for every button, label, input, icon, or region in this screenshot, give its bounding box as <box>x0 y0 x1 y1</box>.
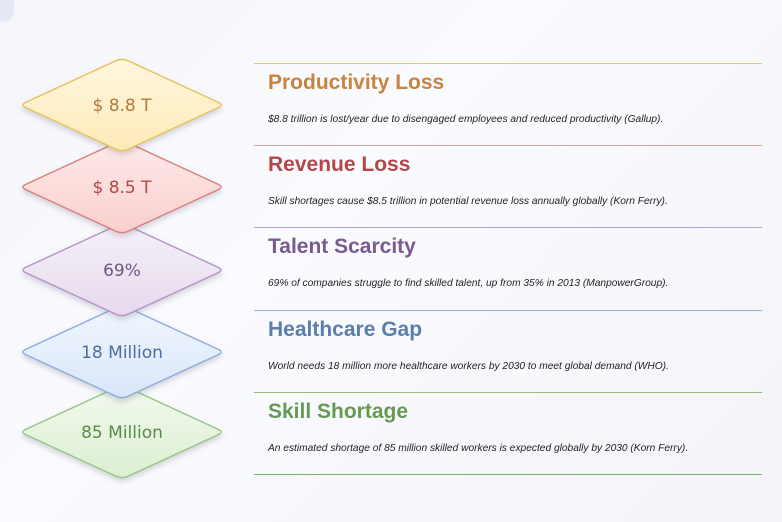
stat-row: Revenue Loss Skill shortages cause $8.5 t… <box>254 145 762 228</box>
divider-rule <box>254 63 762 64</box>
diamond-stack: 85 Million 18 Million 69% $ 8.5 T $ 8.8 T <box>22 58 222 479</box>
stat-row: Skill Shortage An estimated shortage of 8… <box>254 392 762 475</box>
diamond-value: 69% <box>103 261 141 281</box>
diamond-value: 85 Million <box>81 423 163 443</box>
divider-rule <box>254 227 762 228</box>
stat-description: An estimated shortage of 85 million skil… <box>268 443 689 454</box>
stat-row: Productivity Loss $8.8 trillion is lost/y… <box>254 63 762 146</box>
stat-title: Talent Scarcity <box>268 235 416 258</box>
stat-description: World needs 18 million more healthcare w… <box>268 361 669 372</box>
diamond-shape <box>22 58 222 152</box>
stat-diamond: $ 8.5 T <box>22 140 222 234</box>
stat-row: Talent Scarcity 69% of companies struggle… <box>254 227 762 310</box>
diamond-value: $ 8.5 T <box>92 178 152 198</box>
divider-rule <box>254 310 762 311</box>
divider-rule <box>254 392 762 393</box>
stat-title: Revenue Loss <box>268 153 411 176</box>
stat-title: Skill Shortage <box>268 400 409 423</box>
divider-rule <box>254 145 762 146</box>
stat-description: $8.8 trillion is lost/year due to diseng… <box>268 114 664 125</box>
stat-title: Productivity Loss <box>268 71 445 94</box>
stat-diamond: 69% <box>22 223 222 317</box>
stat-description: Skill shortages cause $8.5 trillion in p… <box>268 196 668 207</box>
stat-row: Healthcare Gap World needs 18 million mor… <box>254 310 762 393</box>
stat-title: Healthcare Gap <box>268 318 423 341</box>
stat-diamond: 85 Million <box>22 385 222 479</box>
stat-diamond: $ 8.8 T <box>22 58 222 152</box>
bottom-rule <box>254 474 762 475</box>
corner-tab <box>0 0 14 22</box>
stat-diamond: 18 Million <box>22 305 222 399</box>
diamond-value: 18 Million <box>81 343 163 363</box>
diamond-value: $ 8.8 T <box>92 96 152 116</box>
stat-description: 69% of companies struggle to find skille… <box>268 278 669 289</box>
